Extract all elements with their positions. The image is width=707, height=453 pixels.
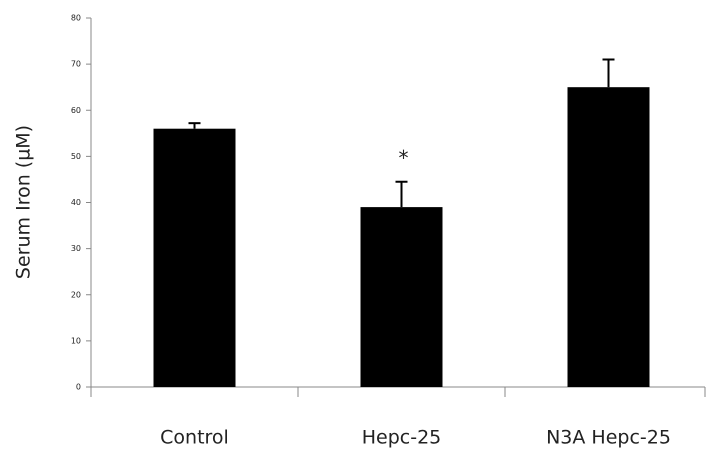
y-tick-label: 50 — [71, 152, 81, 161]
y-tick-label: 30 — [71, 244, 81, 253]
bar — [360, 207, 443, 387]
y-tick-label: 10 — [71, 336, 81, 345]
x-tick-label: Hepc-25 — [362, 427, 442, 449]
bar — [567, 87, 650, 387]
y-tick-label: 60 — [71, 106, 81, 115]
error-bar — [395, 180, 408, 208]
y-tick-label: 0 — [76, 383, 81, 392]
annotation: * — [399, 146, 409, 170]
error-bar — [602, 58, 615, 88]
x-tick-label: Control — [160, 427, 229, 449]
y-tick-label: 70 — [71, 60, 81, 69]
y-tick-label: 20 — [71, 290, 81, 299]
bar — [153, 128, 236, 387]
x-tick-label: N3A Hepc-25 — [546, 427, 671, 449]
error-bar — [188, 122, 201, 129]
y-tick-label: 80 — [71, 14, 81, 23]
y-axis-label: Serum Iron (µM) — [13, 125, 35, 279]
y-tick-label: 40 — [71, 198, 81, 207]
